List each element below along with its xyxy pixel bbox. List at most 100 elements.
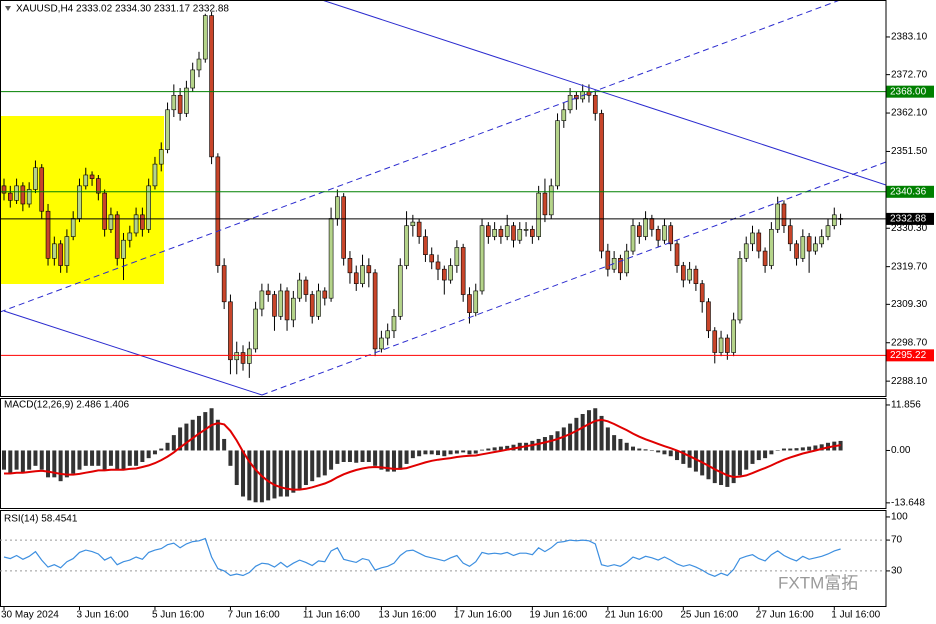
candle-body: [435, 261, 441, 270]
macd-bar: [807, 446, 812, 451]
macd-bar: [52, 450, 57, 478]
candle-body: [202, 15, 208, 60]
candle-body: [699, 283, 705, 303]
macd-bar: [656, 450, 661, 453]
macd-bar: [599, 415, 604, 451]
macd-bar: [90, 450, 95, 466]
candle-body: [291, 297, 296, 321]
macd-bar: [46, 450, 51, 478]
candle-body: [486, 225, 491, 237]
trend-line: [3, 310, 263, 396]
macd-bar: [731, 450, 736, 484]
macd-bar: [750, 450, 755, 464]
candle-body: [45, 210, 51, 259]
candle-body: [668, 225, 674, 245]
candle-body: [328, 218, 334, 299]
candle-body: [517, 229, 523, 241]
macd-bar: [813, 445, 818, 451]
macd-bar: [14, 450, 19, 470]
candle-body: [825, 225, 831, 237]
macd-bar: [27, 450, 32, 470]
candle-body: [158, 149, 164, 165]
macd-bar: [190, 419, 195, 451]
candle-body: [209, 15, 214, 158]
candle-body: [775, 203, 780, 230]
candle-body: [284, 290, 290, 321]
x-tick-label: 5 Jun 16:00: [152, 610, 205, 621]
candle-body: [272, 294, 277, 317]
macd-bar: [77, 450, 82, 470]
candle-body: [7, 192, 13, 201]
rsi-panel: [0, 510, 887, 607]
candle-body: [26, 189, 32, 205]
candle-body: [441, 268, 447, 281]
candle-body: [787, 225, 793, 245]
y-tick-label: 0.00: [891, 445, 911, 456]
candle-body: [781, 203, 787, 227]
candle-body: [567, 94, 573, 111]
candle-body: [20, 185, 26, 205]
candle-body: [133, 214, 139, 234]
symbol-icon: [5, 6, 11, 11]
macd-bar: [209, 408, 214, 451]
macd-bar: [800, 447, 805, 451]
macd-bar: [64, 450, 69, 478]
candle-body: [265, 290, 271, 295]
candle-body: [347, 258, 353, 274]
macd-bar: [297, 450, 302, 489]
macd-bar: [108, 450, 113, 466]
y-tick-label: 2351.50: [891, 146, 928, 157]
candle-body: [756, 232, 762, 252]
macd-bar: [819, 444, 824, 451]
candle-body: [687, 268, 692, 281]
y-tick-label: 100: [891, 512, 908, 523]
price-label-box: [886, 185, 934, 198]
candle-body: [542, 192, 548, 216]
candle-body: [769, 229, 774, 266]
y-tick-label: 2330.30: [891, 223, 928, 234]
macd-bar: [184, 423, 189, 451]
macd-bar: [568, 423, 573, 451]
x-tick-label: 7 Jun 16:00: [227, 610, 280, 621]
candle-body: [706, 301, 711, 332]
candle-body: [750, 232, 755, 245]
candle-body: [303, 279, 309, 295]
macd-panel: [0, 398, 887, 509]
candle-body: [171, 94, 177, 111]
candle-body: [215, 156, 221, 266]
macd-bar: [234, 450, 239, 486]
candle-body: [794, 243, 799, 259]
macd-bar: [366, 450, 371, 462]
candle-body: [152, 163, 158, 187]
candle-body: [618, 258, 623, 274]
macd-bar: [102, 450, 107, 470]
candle-body: [297, 279, 302, 299]
y-tick-label: 2298.70: [891, 337, 928, 348]
macd-bar: [134, 450, 139, 466]
candle-body: [574, 94, 579, 100]
candle-body: [743, 243, 749, 259]
candle-body: [429, 254, 435, 263]
macd-bar: [360, 450, 365, 462]
macd-bar: [140, 450, 145, 462]
macd-bar: [335, 450, 340, 464]
y-tick-label: 2309.30: [891, 299, 928, 310]
y-tick-label: 2372.70: [891, 69, 928, 80]
candle-body: [96, 178, 101, 194]
candle-body: [397, 265, 403, 317]
candle-body: [77, 185, 82, 219]
x-tick-label: 30 May 2024: [1, 610, 59, 621]
macd-bar: [454, 450, 459, 454]
candle-body: [385, 330, 390, 339]
candle-body: [725, 337, 730, 353]
price-label-box: [886, 212, 934, 225]
candle-body: [165, 109, 170, 150]
macd-bar: [215, 419, 220, 451]
macd-bar: [480, 449, 485, 451]
x-tick-label: 11 Jun 16:00: [303, 610, 361, 621]
macd-bar: [561, 427, 566, 451]
macd-bar: [398, 450, 403, 470]
candle-body: [662, 225, 667, 241]
macd-bar: [643, 449, 648, 451]
candle-body: [253, 308, 258, 350]
